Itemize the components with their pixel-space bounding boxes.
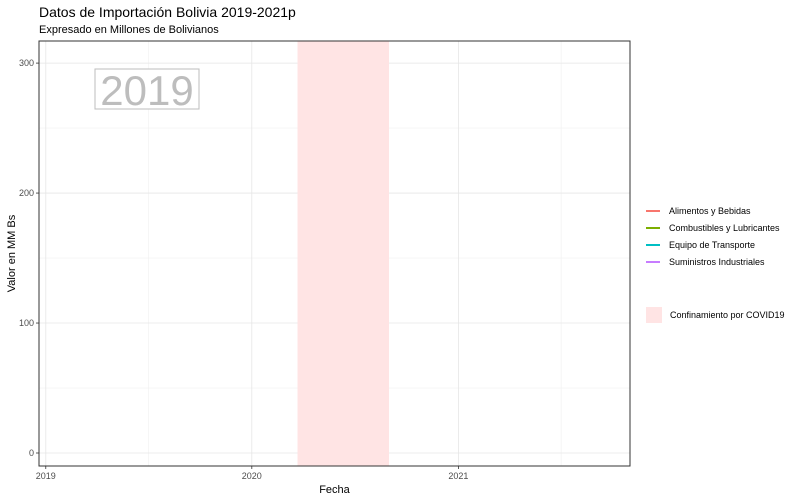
legend-item: Equipo de Transporte — [646, 236, 780, 253]
x-tick-label: 2019 — [36, 471, 56, 481]
legend-key-suministros — [646, 260, 660, 263]
legend: Alimentos y Bebidas Combustibles y Lubri… — [646, 202, 780, 270]
y-tick-label: 300 — [19, 58, 34, 68]
legend-label-combustibles: Combustibles y Lubricantes — [669, 222, 780, 233]
legend-label-suministros: Suministros Industriales — [669, 256, 765, 267]
year-label-box — [94, 68, 200, 110]
year-label: 2019 — [100, 67, 193, 114]
chart-title: Datos de Importación Bolivia 2019-2021p — [39, 4, 296, 20]
legend-label-alimentos: Alimentos y Bebidas — [669, 205, 751, 216]
legend-item: Combustibles y Lubricantes — [646, 219, 780, 236]
legend-key-combustibles — [646, 226, 660, 229]
legend-label-transporte: Equipo de Transporte — [669, 239, 756, 250]
legend-label-covid: Confinamiento por COVID19 — [670, 310, 785, 320]
legend-key-transporte — [646, 243, 660, 246]
covid-shaded-region — [297, 41, 389, 466]
legend-item: Alimentos y Bebidas — [646, 202, 780, 219]
legend-key-covid — [646, 307, 662, 323]
legend-covid: Confinamiento por COVID19 — [646, 307, 785, 323]
x-tick-label: 2021 — [448, 471, 468, 481]
x-axis-title: Fecha — [319, 484, 350, 496]
legend-key-alimentos — [646, 209, 660, 212]
chart-subtitle: Expresado en Millones de Bolivianos — [39, 24, 219, 36]
y-tick-label: 0 — [29, 448, 34, 458]
y-tick-label: 200 — [19, 188, 34, 198]
y-tick-label: 100 — [19, 318, 34, 328]
legend-item: Suministros Industriales — [646, 253, 780, 270]
y-axis-title: Valor en MM Bs — [6, 214, 18, 292]
x-tick-label: 2020 — [242, 471, 262, 481]
plot-border — [38, 40, 631, 467]
